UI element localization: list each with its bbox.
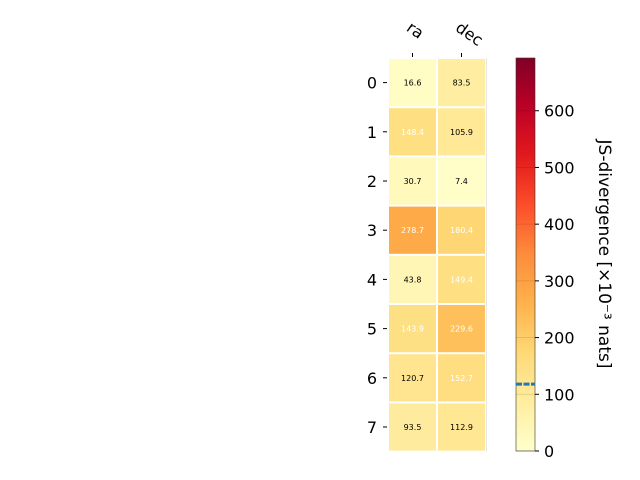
heatmap-cell <box>438 255 485 303</box>
cell-value-label: 16.6 <box>404 79 422 88</box>
cell-value-label: 229.6 <box>450 325 473 334</box>
heatmap-cell <box>389 108 436 156</box>
heatmap-cell <box>389 403 436 451</box>
heatmap-cell <box>389 354 436 402</box>
colorbar-tick-label: 500 <box>544 158 575 177</box>
cell-value-label: 30.7 <box>404 177 422 186</box>
row-label: 3 <box>367 221 377 240</box>
cell-value-label: 180.4 <box>450 226 473 235</box>
heatmap-cell <box>438 354 485 402</box>
colorbar-tick-label: 200 <box>544 329 575 348</box>
cell-value-label: 105.9 <box>450 128 473 137</box>
cell-value-label: 278.7 <box>401 226 424 235</box>
colorbar-tick-label: 100 <box>544 385 575 404</box>
colorbar-gradient <box>515 57 536 452</box>
colorbar-tick-label: 300 <box>544 272 575 291</box>
row-label: 1 <box>367 123 377 142</box>
colorbar-tick-label: 0 <box>544 442 554 461</box>
cell-value-label: 148.4 <box>401 128 424 137</box>
row-label: 4 <box>367 270 377 289</box>
heatmap-cell <box>438 59 485 107</box>
heatmap-cell <box>389 305 436 353</box>
cell-value-label: 149.4 <box>450 275 473 284</box>
row-label: 6 <box>367 369 377 388</box>
heatmap-cell <box>438 305 485 353</box>
heatmap-cell <box>438 403 485 451</box>
row-label: 5 <box>367 320 377 339</box>
heatmap-cell <box>438 108 485 156</box>
row-label: 2 <box>367 172 377 191</box>
colorbar-tick-label: 400 <box>544 215 575 234</box>
heatmap-cell <box>389 206 436 254</box>
cell-value-label: 152.7 <box>450 374 473 383</box>
cell-value-label: 120.7 <box>401 374 424 383</box>
colorbar: 0 100 200 300 400 500 600 <box>515 57 575 461</box>
heatmap-grid: 16.6 83.5 148.4 105.9 30.7 7.4 278.7 180.4 43.8 1… <box>389 58 487 452</box>
heatmap-cell <box>389 59 436 107</box>
heatmap-cell <box>389 255 436 303</box>
column-label: ra <box>403 18 427 43</box>
cell-value-label: 112.9 <box>450 423 473 432</box>
heatmap-cell <box>438 206 485 254</box>
cell-value-label: 143.9 <box>401 325 424 334</box>
cell-value-label: 93.5 <box>404 423 422 432</box>
colorbar-tick-label: 600 <box>544 102 575 121</box>
cell-value-label: 83.5 <box>453 79 471 88</box>
row-label: 7 <box>367 418 377 437</box>
row-labels: 0 1 2 3 4 5 6 7 <box>367 74 387 437</box>
row-label: 0 <box>367 74 377 93</box>
heatmap-cell <box>389 157 436 205</box>
colorbar-label: JS-divergence [×10⁻³ nats] <box>594 139 614 369</box>
column-labels: ra dec <box>403 18 487 57</box>
heatmap-cell <box>438 157 485 205</box>
cell-value-label: 43.8 <box>404 275 422 284</box>
column-label: dec <box>452 18 486 50</box>
cell-value-label: 7.4 <box>455 177 468 186</box>
